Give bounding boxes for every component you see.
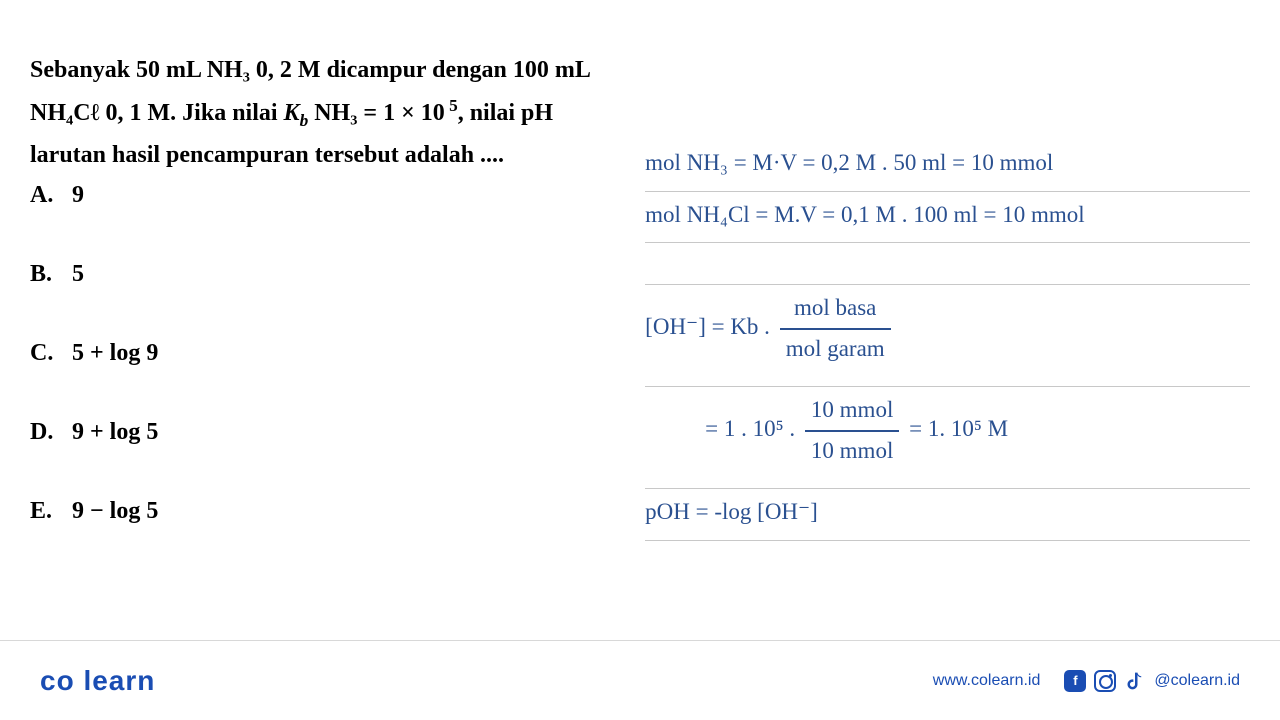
option-letter: E. [30,498,60,525]
work-line-1: mol NH₃ = M·V = 0,2 M . 50 ml = 10 mmol [645,140,1250,192]
work-line-3: [OH⁻] = Kb . mol basa mol garam [645,285,1250,387]
option-text: 5 + log 9 [72,340,158,367]
options-list: A. 9 B. 5 C. 5 + log 9 D. 9 + log 5 E. 9… [30,182,595,525]
question-column: Sebanyak 50 mL NH₃ 0, 2 M dicampur denga… [30,50,615,577]
question-line-3: larutan hasil pencampuran tersebut adala… [30,135,595,176]
website-link[interactable]: www.colearn.id [933,672,1041,690]
work-line-5: pOH = -log [OH⁻] [645,489,1250,541]
option-letter: D. [30,419,60,446]
instagram-icon[interactable] [1094,670,1116,692]
handwritten-work: mol NH₃ = M·V = 0,2 M . 50 ml = 10 mmol … [615,50,1250,577]
question-line-2: NH₄Cℓ 0, 1 M. Jika nilai Kb NH₃ = 1 × 10… [30,91,595,135]
work-line-4: = 1 . 10⁵ . 10 mmol 10 mmol = 1. 10⁵ M [645,387,1250,489]
option-letter: C. [30,340,60,367]
option-b[interactable]: B. 5 [30,261,595,288]
option-text: 5 [72,261,84,288]
footer: co learn www.colearn.id f @colearn.id [0,640,1280,720]
option-letter: B. [30,261,60,288]
option-text: 9 − log 5 [72,498,158,525]
option-letter: A. [30,182,60,209]
option-text: 9 [72,182,84,209]
tiktok-icon[interactable] [1124,670,1146,692]
option-a[interactable]: A. 9 [30,182,595,209]
option-d[interactable]: D. 9 + log 5 [30,419,595,446]
option-c[interactable]: C. 5 + log 9 [30,340,595,367]
social-icons: f @colearn.id [1064,670,1240,692]
question-line-1: Sebanyak 50 mL NH₃ 0, 2 M dicampur denga… [30,50,595,91]
work-line-2: mol NH₄Cl = M.V = 0,1 M . 100 ml = 10 mm… [645,192,1250,244]
option-e[interactable]: E. 9 − log 5 [30,498,595,525]
work-line-blank [645,243,1250,285]
facebook-icon[interactable]: f [1064,670,1086,692]
brand-logo: co learn [40,665,155,697]
option-text: 9 + log 5 [72,419,158,446]
social-handle: @colearn.id [1154,672,1240,690]
